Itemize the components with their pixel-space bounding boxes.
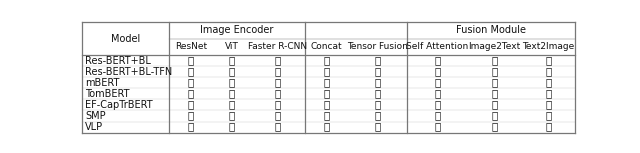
Text: ✓: ✓ bbox=[323, 56, 330, 65]
Text: ✗: ✗ bbox=[374, 101, 380, 109]
Text: ✗: ✗ bbox=[434, 112, 440, 121]
Text: ✗: ✗ bbox=[492, 56, 498, 65]
Text: ✗: ✗ bbox=[545, 78, 551, 87]
Text: ✗: ✗ bbox=[228, 123, 235, 132]
Text: ✓: ✓ bbox=[188, 67, 194, 76]
Text: ✗: ✗ bbox=[545, 89, 551, 98]
Text: SMP: SMP bbox=[85, 111, 106, 121]
Text: VLP: VLP bbox=[85, 122, 103, 132]
Text: ✗: ✗ bbox=[323, 112, 330, 121]
Text: Concat: Concat bbox=[310, 42, 342, 51]
Text: Fusion Module: Fusion Module bbox=[456, 25, 526, 35]
Text: ✗: ✗ bbox=[275, 78, 281, 87]
Text: ✗: ✗ bbox=[545, 56, 551, 65]
Text: Faster R-CNN: Faster R-CNN bbox=[248, 42, 307, 51]
Text: ✓: ✓ bbox=[434, 78, 440, 87]
Text: ✓: ✓ bbox=[434, 89, 440, 98]
Text: ✗: ✗ bbox=[275, 67, 281, 76]
Text: ✗: ✗ bbox=[545, 101, 551, 109]
Text: ✗: ✗ bbox=[228, 89, 235, 98]
Text: Image Encoder: Image Encoder bbox=[200, 25, 273, 35]
Text: Image2Text: Image2Text bbox=[468, 42, 521, 51]
Text: EF-CapTrBERT: EF-CapTrBERT bbox=[85, 100, 152, 110]
Text: ✗: ✗ bbox=[275, 89, 281, 98]
Text: ✓: ✓ bbox=[374, 67, 380, 76]
Text: ✓: ✓ bbox=[434, 56, 440, 65]
Text: ✗: ✗ bbox=[374, 89, 380, 98]
Text: ✓: ✓ bbox=[323, 78, 330, 87]
Text: ✗: ✗ bbox=[545, 67, 551, 76]
Text: ✗: ✗ bbox=[275, 56, 281, 65]
Text: ResNet: ResNet bbox=[175, 42, 207, 51]
Text: ✗: ✗ bbox=[228, 78, 235, 87]
Text: ✓: ✓ bbox=[545, 112, 551, 121]
Text: ✗: ✗ bbox=[492, 101, 498, 109]
Text: ✗: ✗ bbox=[188, 112, 194, 121]
Text: Tensor Fusion: Tensor Fusion bbox=[347, 42, 408, 51]
Text: Res-BERT+BL: Res-BERT+BL bbox=[85, 56, 151, 66]
Text: ✓: ✓ bbox=[275, 123, 281, 132]
Text: ✗: ✗ bbox=[275, 112, 281, 121]
Text: ✗: ✗ bbox=[323, 123, 330, 132]
Text: ✓: ✓ bbox=[188, 56, 194, 65]
Text: ViT: ViT bbox=[225, 42, 239, 51]
Text: ✗: ✗ bbox=[492, 78, 498, 87]
Text: ✗: ✗ bbox=[374, 123, 380, 132]
Text: ✗: ✗ bbox=[228, 67, 235, 76]
Text: TomBERT: TomBERT bbox=[85, 89, 129, 99]
Text: ✗: ✗ bbox=[492, 123, 498, 132]
Text: ✓: ✓ bbox=[188, 89, 194, 98]
Text: ✗: ✗ bbox=[323, 67, 330, 76]
Text: ✗: ✗ bbox=[275, 101, 281, 109]
Text: ✓: ✓ bbox=[434, 123, 440, 132]
Text: Model: Model bbox=[111, 34, 141, 43]
Text: ✓: ✓ bbox=[434, 67, 440, 76]
Text: ✗: ✗ bbox=[492, 67, 498, 76]
Text: ✗: ✗ bbox=[228, 101, 235, 109]
Text: ✗: ✗ bbox=[188, 123, 194, 132]
Text: ✗: ✗ bbox=[545, 123, 551, 132]
Text: ✗: ✗ bbox=[374, 56, 380, 65]
Text: ✓: ✓ bbox=[492, 112, 498, 121]
Text: ✓: ✓ bbox=[323, 89, 330, 98]
Text: ✗: ✗ bbox=[228, 56, 235, 65]
Text: ✗: ✗ bbox=[374, 112, 380, 121]
Text: ✗: ✗ bbox=[323, 101, 330, 109]
Text: mBERT: mBERT bbox=[85, 78, 119, 88]
Text: ✓: ✓ bbox=[492, 89, 498, 98]
Text: ✗: ✗ bbox=[374, 78, 380, 87]
Text: ✓: ✓ bbox=[188, 78, 194, 87]
Text: Res-BERT+BL-TFN: Res-BERT+BL-TFN bbox=[85, 67, 172, 77]
Text: ✓: ✓ bbox=[228, 112, 235, 121]
Text: Self Attention: Self Attention bbox=[406, 42, 468, 51]
Text: Text2Image: Text2Image bbox=[522, 42, 574, 51]
Text: ✓: ✓ bbox=[434, 101, 440, 109]
Text: ✓: ✓ bbox=[188, 101, 194, 109]
